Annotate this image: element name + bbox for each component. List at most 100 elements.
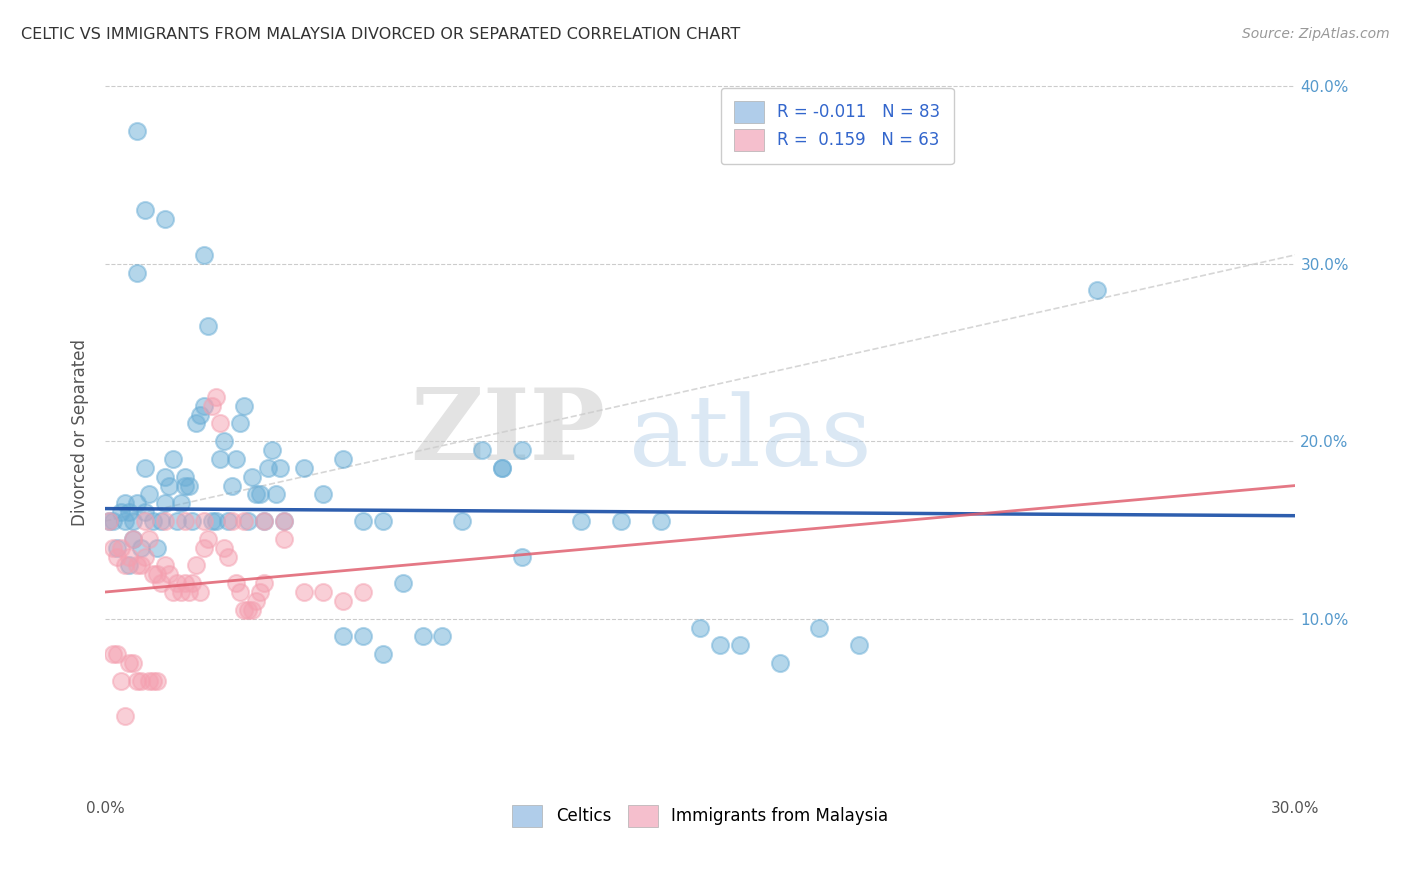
Point xyxy=(432,629,454,643)
Point xyxy=(257,460,280,475)
Text: ZIP: ZIP xyxy=(411,384,605,481)
Point xyxy=(221,514,243,528)
Point xyxy=(292,585,315,599)
Point xyxy=(352,514,374,528)
Text: CELTIC VS IMMIGRANTS FROM MALAYSIA DIVORCED OR SEPARATED CORRELATION CHART: CELTIC VS IMMIGRANTS FROM MALAYSIA DIVOR… xyxy=(21,27,741,42)
Legend: Celtics, Immigrants from Malaysia: Celtics, Immigrants from Malaysia xyxy=(505,797,897,835)
Point xyxy=(177,585,200,599)
Point xyxy=(201,399,224,413)
Point xyxy=(190,408,212,422)
Point xyxy=(153,558,176,573)
Point xyxy=(221,478,243,492)
Point xyxy=(769,656,792,670)
Point xyxy=(269,460,291,475)
Point xyxy=(249,487,271,501)
Point xyxy=(1085,283,1108,297)
Point xyxy=(129,541,152,555)
Point xyxy=(98,514,121,528)
Point xyxy=(105,549,128,564)
Point xyxy=(240,469,263,483)
Point xyxy=(153,212,176,227)
Point xyxy=(371,647,394,661)
Point xyxy=(229,585,252,599)
Point xyxy=(162,451,184,466)
Point xyxy=(122,532,145,546)
Point xyxy=(134,203,156,218)
Point xyxy=(808,620,831,634)
Point xyxy=(193,514,215,528)
Point xyxy=(253,576,276,591)
Point xyxy=(105,541,128,555)
Point xyxy=(233,514,256,528)
Point xyxy=(110,673,132,688)
Point xyxy=(142,514,165,528)
Point xyxy=(146,673,169,688)
Point xyxy=(166,576,188,591)
Point xyxy=(118,656,141,670)
Point xyxy=(240,603,263,617)
Point xyxy=(162,585,184,599)
Point xyxy=(197,318,219,333)
Point xyxy=(510,549,533,564)
Point xyxy=(650,514,672,528)
Point xyxy=(105,647,128,661)
Point xyxy=(101,647,124,661)
Point xyxy=(177,478,200,492)
Point xyxy=(118,549,141,564)
Point xyxy=(173,514,195,528)
Point xyxy=(491,460,513,475)
Point xyxy=(273,514,295,528)
Point xyxy=(173,576,195,591)
Point xyxy=(125,558,148,573)
Point xyxy=(233,603,256,617)
Point xyxy=(138,673,160,688)
Point xyxy=(118,505,141,519)
Point xyxy=(190,585,212,599)
Text: atlas: atlas xyxy=(628,392,872,488)
Point xyxy=(157,567,180,582)
Point xyxy=(332,629,354,643)
Point xyxy=(134,505,156,519)
Point xyxy=(728,638,751,652)
Point xyxy=(249,585,271,599)
Point xyxy=(709,638,731,652)
Point xyxy=(157,478,180,492)
Point xyxy=(312,585,335,599)
Point xyxy=(134,514,156,528)
Point xyxy=(118,558,141,573)
Point xyxy=(149,576,172,591)
Point xyxy=(153,514,176,528)
Point xyxy=(197,532,219,546)
Point xyxy=(101,541,124,555)
Point xyxy=(233,399,256,413)
Point xyxy=(169,585,191,599)
Point xyxy=(201,514,224,528)
Point xyxy=(332,594,354,608)
Point xyxy=(193,248,215,262)
Point xyxy=(134,549,156,564)
Point xyxy=(352,629,374,643)
Point xyxy=(193,399,215,413)
Point xyxy=(451,514,474,528)
Point xyxy=(245,594,267,608)
Point xyxy=(352,585,374,599)
Point xyxy=(142,673,165,688)
Point xyxy=(186,558,208,573)
Point xyxy=(332,451,354,466)
Point xyxy=(166,514,188,528)
Text: Source: ZipAtlas.com: Source: ZipAtlas.com xyxy=(1241,27,1389,41)
Point xyxy=(209,451,232,466)
Point xyxy=(225,576,247,591)
Point xyxy=(212,434,235,449)
Point xyxy=(125,496,148,510)
Point xyxy=(142,567,165,582)
Point xyxy=(225,451,247,466)
Point xyxy=(689,620,711,634)
Point xyxy=(391,576,413,591)
Point xyxy=(138,487,160,501)
Point xyxy=(114,514,136,528)
Point xyxy=(510,443,533,458)
Point xyxy=(229,417,252,431)
Point xyxy=(173,469,195,483)
Point xyxy=(125,123,148,137)
